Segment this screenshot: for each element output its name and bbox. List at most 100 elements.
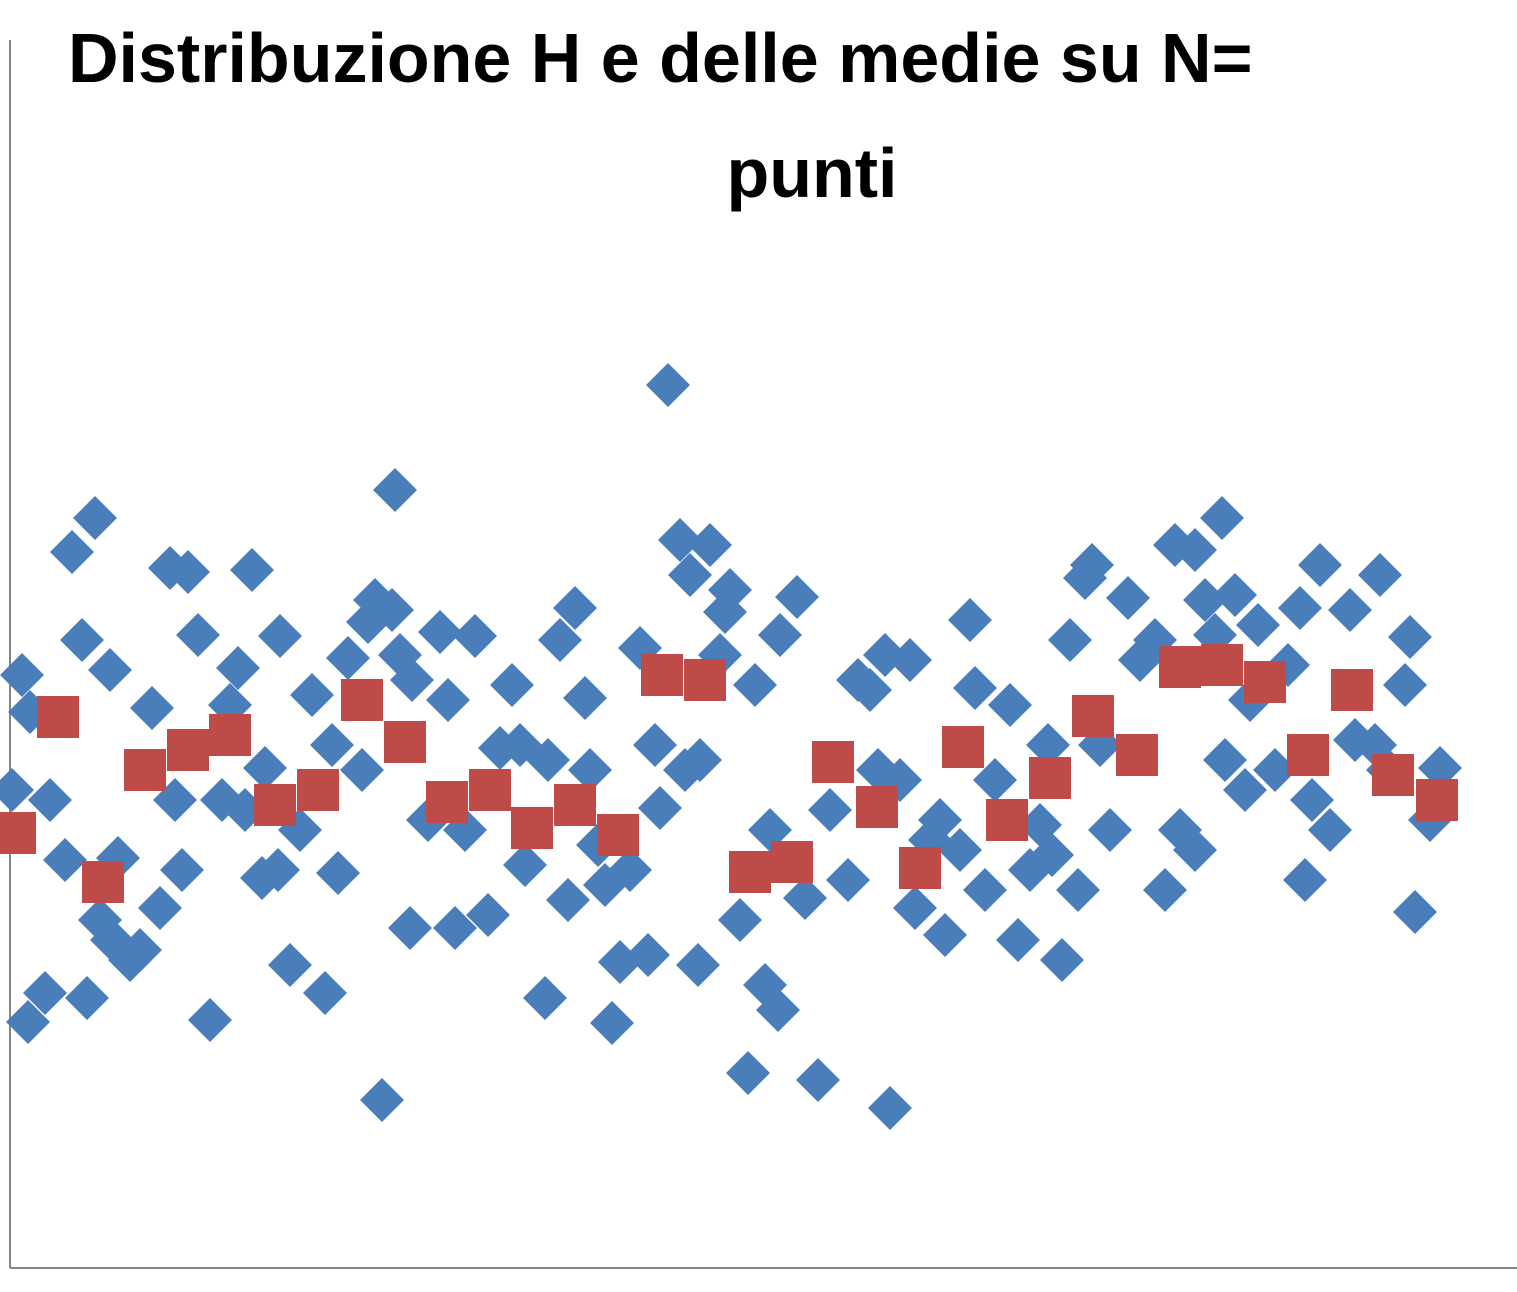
data-point — [953, 666, 997, 710]
data-point — [1236, 603, 1280, 647]
data-point — [124, 749, 166, 791]
data-point — [996, 918, 1040, 962]
data-point — [466, 893, 510, 937]
data-point — [973, 758, 1017, 802]
data-point — [568, 748, 612, 792]
data-point — [341, 679, 383, 721]
data-point — [216, 646, 260, 690]
data-point — [775, 575, 819, 619]
data-point — [668, 553, 712, 597]
data-point — [868, 1086, 912, 1130]
data-point — [1183, 578, 1227, 622]
data-point — [1388, 615, 1432, 659]
data-point — [1244, 661, 1286, 703]
data-point — [1213, 573, 1257, 617]
data-point — [938, 828, 982, 872]
data-point — [1201, 644, 1243, 686]
data-point — [1088, 808, 1132, 852]
data-point — [316, 851, 360, 895]
data-point — [554, 784, 596, 826]
data-point — [1173, 828, 1217, 872]
data-point — [176, 613, 220, 657]
data-point — [1253, 748, 1297, 792]
data-point — [243, 746, 287, 790]
data-point — [676, 943, 720, 987]
data-point — [82, 861, 124, 903]
data-point — [0, 653, 44, 697]
data-point — [563, 676, 607, 720]
data-point — [963, 868, 1007, 912]
data-point — [590, 1001, 634, 1045]
data-point — [684, 659, 726, 701]
data-point — [453, 614, 497, 658]
data-point — [729, 851, 771, 893]
data-point — [1358, 553, 1402, 597]
data-point — [1159, 646, 1201, 688]
data-point — [160, 848, 204, 892]
data-point — [167, 729, 209, 771]
data-point — [1383, 663, 1427, 707]
data-point — [918, 798, 962, 842]
data-point — [758, 613, 802, 657]
data-point — [37, 696, 79, 738]
data-point — [188, 998, 232, 1042]
data-point — [538, 618, 582, 662]
data-point — [641, 654, 683, 696]
data-point — [130, 686, 174, 730]
data-point — [726, 1051, 770, 1095]
chart-title: Distribuzione H e delle medie su N= — [68, 19, 1252, 97]
data-point — [258, 614, 302, 658]
data-point — [663, 748, 707, 792]
data-point — [60, 618, 104, 662]
data-point — [1331, 669, 1373, 711]
data-point — [370, 588, 414, 632]
data-point — [469, 769, 511, 811]
data-point — [166, 550, 210, 594]
data-point — [426, 781, 468, 823]
data-point — [1328, 588, 1372, 632]
data-point — [1116, 734, 1158, 776]
chart-title: punti — [726, 134, 897, 212]
data-point — [523, 976, 567, 1020]
data-point — [310, 723, 354, 767]
data-point — [1030, 833, 1074, 877]
data-point — [254, 784, 296, 826]
data-point — [626, 933, 670, 977]
data-point — [633, 723, 677, 767]
data-point — [808, 788, 852, 832]
data-point — [1393, 890, 1437, 934]
data-point — [373, 468, 417, 512]
data-point — [28, 778, 72, 822]
data-point — [796, 1058, 840, 1102]
data-point — [1278, 586, 1322, 630]
data-point — [638, 786, 682, 830]
data-point — [0, 812, 36, 854]
data-point — [771, 841, 813, 883]
data-point — [608, 848, 652, 892]
data-point — [783, 876, 827, 920]
data-point — [1203, 738, 1247, 782]
data-point — [1283, 858, 1327, 902]
data-point — [1026, 723, 1070, 767]
data-point — [1290, 778, 1334, 822]
data-point — [1070, 543, 1114, 587]
data-point — [340, 748, 384, 792]
data-point — [1143, 868, 1187, 912]
data-point — [942, 726, 984, 768]
data-point — [1298, 543, 1342, 587]
data-point — [490, 663, 534, 707]
data-point — [390, 658, 434, 702]
data-point — [546, 878, 590, 922]
data-point — [848, 668, 892, 712]
data-point — [433, 906, 477, 950]
data-point — [23, 971, 67, 1015]
data-point — [43, 838, 87, 882]
data-point — [1029, 757, 1071, 799]
data-point — [893, 886, 937, 930]
data-point — [118, 928, 162, 972]
data-point — [88, 648, 132, 692]
data-point — [303, 971, 347, 1015]
data-point — [812, 741, 854, 783]
data-point — [511, 807, 553, 849]
